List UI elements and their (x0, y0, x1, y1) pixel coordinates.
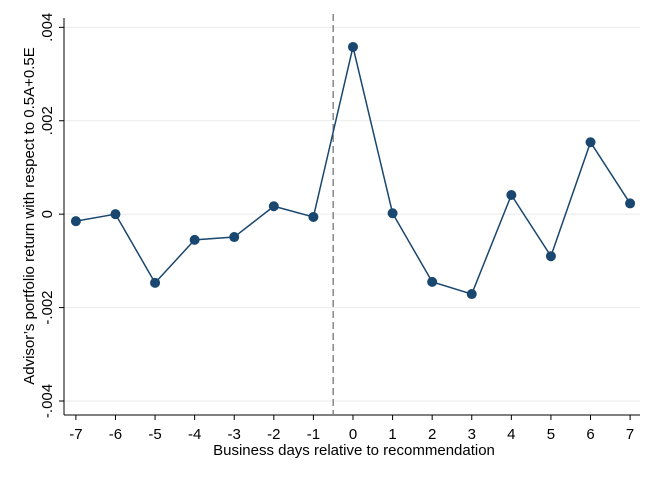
x-tick-label: 0 (349, 426, 357, 443)
marker (268, 201, 279, 212)
x-tick-label: -4 (188, 426, 201, 443)
x-axis-title: Business days relative to recommendation (213, 442, 495, 459)
x-tick-label: -2 (267, 426, 280, 443)
x-tick-label: -7 (69, 426, 82, 443)
x-tick-label: 4 (507, 426, 515, 443)
marker (387, 208, 398, 219)
y-tick-label: .002 (39, 106, 56, 135)
x-tick-label: -1 (307, 426, 320, 443)
x-tick-label: 1 (388, 426, 396, 443)
marker (70, 216, 81, 227)
marker (189, 234, 200, 245)
marker (506, 190, 517, 201)
marker (150, 277, 161, 288)
x-tick-label: 3 (468, 426, 476, 443)
x-tick-label: -5 (148, 426, 161, 443)
x-tick-label: -3 (228, 426, 241, 443)
y-tick-label: 0 (39, 210, 56, 218)
y-axis-title: Advisor’s portfolio return with respect … (21, 47, 38, 385)
x-tick-label: 5 (547, 426, 555, 443)
x-tick-label: -6 (109, 426, 122, 443)
y-tick-label: .004 (39, 13, 56, 42)
y-tick-label: -.004 (39, 384, 56, 418)
x-tick-label: 7 (626, 426, 634, 443)
marker (466, 289, 477, 300)
marker (308, 211, 319, 222)
marker (427, 276, 438, 287)
marker (229, 232, 240, 243)
marker (545, 251, 556, 262)
x-tick-label: 6 (586, 426, 594, 443)
x-tick-label: 2 (428, 426, 436, 443)
marker (347, 41, 358, 52)
marker (585, 137, 596, 148)
marker (110, 209, 121, 220)
marker (625, 198, 636, 209)
y-tick-label: -.002 (39, 290, 56, 324)
